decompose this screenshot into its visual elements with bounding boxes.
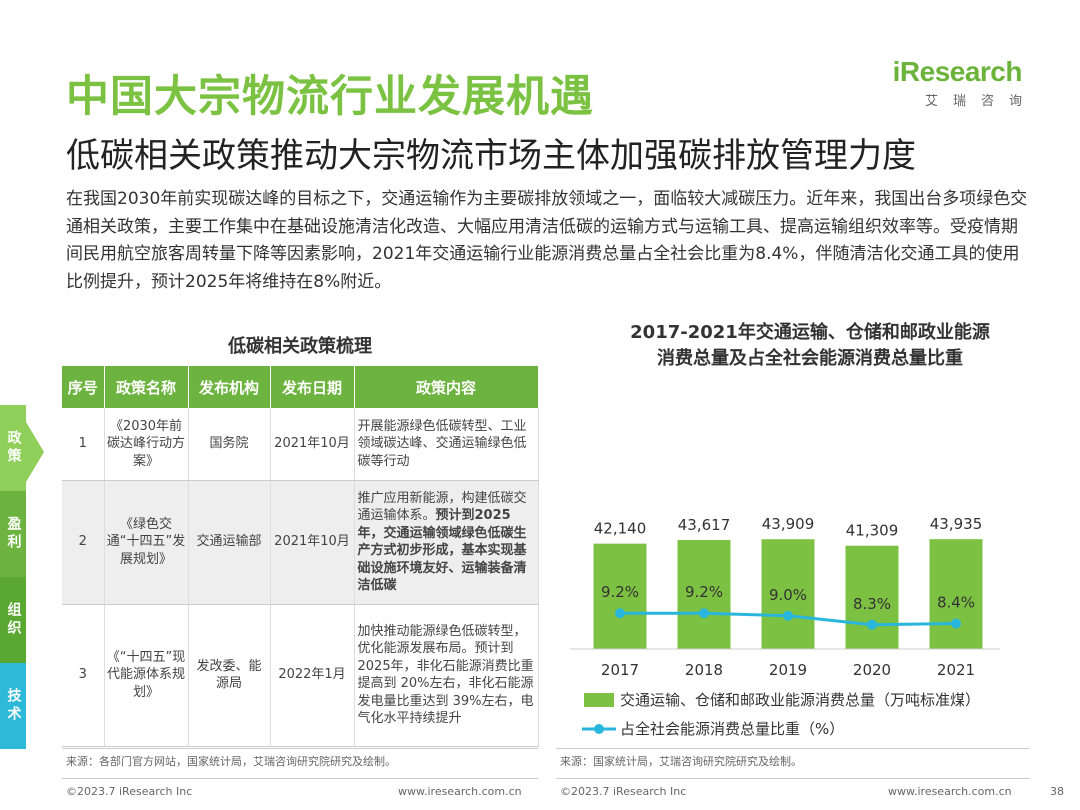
bar-2020: [845, 545, 899, 649]
row-content: 开展能源绿色低碳转型、工业领域碳达峰、交通运输绿色低碳等行动: [354, 408, 539, 481]
bar-label-2019: 43,909: [762, 515, 815, 533]
table-source: 来源：各部门官方网站，国家统计局，艾瑞咨询研究院研究及绘制。: [66, 755, 396, 768]
x-tick-2019: 2019: [769, 661, 807, 679]
policy-table-header: 序号 政策名称 发布机构 发布日期 政策内容: [62, 366, 539, 408]
share-point-2018: [699, 608, 709, 619]
row-policy-name: 《2030年前碳达峰行动方案》: [104, 408, 189, 481]
row-number: 2: [62, 480, 105, 605]
footer-copyright-right: ©2023.7 iResearch Inc: [560, 785, 687, 798]
sidebar-tab-label: 组织: [5, 602, 22, 638]
header-issuer: 发布机构: [188, 366, 271, 408]
row-content-text: 开展能源绿色低碳转型、工业领域碳达峰、交通运输绿色低碳等行动: [357, 418, 527, 469]
footer-url-right[interactable]: www.iresearch.com.cn: [888, 785, 1012, 798]
sidebar-tab-technology[interactable]: 技术: [0, 663, 26, 749]
footer-copyright-left: ©2023.7 iResearch Inc: [66, 785, 193, 798]
sidebar-tab-label: 盈利: [5, 516, 22, 552]
page-number: 38: [1050, 785, 1064, 798]
sidebar-tab-organization[interactable]: 组织: [0, 577, 26, 663]
legend-bar-swatch: [584, 693, 614, 707]
policy-table: 序号 政策名称 发布机构 发布日期 政策内容 1 《2030年前碳达峰行动方案》…: [62, 366, 539, 747]
share-label-2017: 9.2%: [601, 583, 639, 601]
row-content-text: 加快推动能源绿色低碳转型，优化能源发展布局。预计到 2025年，非化石能源消费比…: [357, 623, 534, 727]
row-number: 1: [62, 408, 105, 481]
policy-table-title: 低碳相关政策梳理: [228, 336, 372, 357]
table-row: 2 《绿色交通“十四五”发展规划》 交通运输部 2021年10月 推广应用新能源…: [62, 480, 539, 605]
divider-right: [556, 748, 1030, 749]
row-content: 推广应用新能源，构建低碳交通运输体系。预计到2025年，交通运输领域绿色低碳生产…: [354, 480, 539, 605]
legend-line-marker: [594, 724, 604, 734]
sidebar-tab-label: 政策: [5, 430, 22, 466]
share-label-2018: 9.2%: [685, 583, 723, 601]
row-content-text: 推广应用新能源，构建低碳交通运输体系。: [357, 490, 527, 524]
table-row: 3 《“十四五”现代能源体系规划》 发改委、能源局 2022年1月 加快推动能源…: [62, 604, 539, 747]
header-content: 政策内容: [354, 366, 539, 408]
share-label-2020: 8.3%: [853, 595, 891, 613]
x-tick-2020: 2020: [853, 661, 891, 679]
bar-label-2018: 43,617: [678, 516, 731, 534]
row-date: 2021年10月: [270, 408, 355, 481]
bar-label-2021: 43,935: [930, 515, 983, 533]
chart-title-line-2: 消费总量及占全社会能源消费总量比重: [657, 348, 963, 369]
share-label-2019: 9.0%: [769, 586, 807, 604]
divider-left: [62, 748, 538, 749]
share-label-2021: 8.4%: [937, 593, 975, 611]
chart-title: 2017-2021年交通运输、仓储和邮政业能源 消费总量及占全社会能源消费总量比…: [560, 320, 1060, 372]
bar-2018: [677, 539, 731, 649]
share-point-2021: [951, 618, 961, 629]
chart-title-line-1: 2017-2021年交通运输、仓储和邮政业能源: [630, 322, 990, 343]
bar-2021: [929, 539, 983, 649]
table-row: 1 《2030年前碳达峰行动方案》 国务院 2021年10月 开展能源绿色低碳转…: [62, 408, 539, 481]
logo-wordmark: iResearch: [892, 56, 1023, 87]
chart-source: 来源：国家统计局，艾瑞咨询研究院研究及绘制。: [560, 755, 802, 768]
bar-label-2020: 41,309: [846, 522, 899, 540]
share-point-2017: [615, 608, 625, 619]
row-content: 加快推动能源绿色低碳转型，优化能源发展布局。预计到 2025年，非化石能源消费比…: [354, 604, 539, 747]
bar-label-2017: 42,140: [594, 520, 647, 538]
active-tab-arrow-icon: [26, 422, 44, 482]
sidebar-tab-policy[interactable]: 政策: [0, 405, 26, 491]
row-issuer: 交通运输部: [188, 480, 271, 605]
header-policy-name: 政策名称: [104, 366, 189, 408]
footer-divider-right: [556, 778, 1030, 779]
energy-consumption-chart: 42,140 2017 43,617 2018 43,909 2019 41,309 2020…: [570, 515, 1000, 738]
iresearch-logo: iResearch 艾瑞咨询: [892, 56, 1023, 109]
sidebar-tab-label: 技术: [5, 688, 22, 724]
header-number: 序号: [62, 366, 105, 408]
row-issuer: 发改委、能源局: [188, 604, 271, 747]
bar-2017: [593, 543, 647, 649]
legend-line-label: 占全社会能源消费总量比重（%）: [620, 720, 844, 738]
row-policy-name: 《“十四五”现代能源体系规划》: [104, 604, 189, 747]
sidebar-tab-profit[interactable]: 盈利: [0, 491, 26, 577]
intro-paragraph: 在我国2030年前实现碳达峰的目标之下，交通运输作为主要碳排放领域之一，面临较大…: [66, 189, 1028, 292]
row-content-bold: 预计到2025年，交通运输领域绿色低碳生产方式初步形成，基本实现基础设施环境友好…: [357, 508, 527, 593]
x-tick-2021: 2021: [937, 661, 975, 679]
footer-divider-left: [62, 778, 538, 779]
footer-url-left[interactable]: www.iresearch.com.cn: [398, 785, 522, 798]
page-subtitle: 低碳相关政策推动大宗物流市场主体加强碳排放管理力度: [66, 136, 916, 176]
page-title: 中国大宗物流行业发展机遇: [66, 72, 594, 122]
share-point-2019: [783, 610, 793, 621]
row-issuer: 国务院: [188, 408, 271, 481]
row-number: 3: [62, 604, 105, 747]
x-tick-2017: 2017: [601, 661, 639, 679]
row-date: 2022年1月: [270, 604, 355, 747]
bar-2019: [761, 539, 815, 649]
row-policy-name: 《绿色交通“十四五”发展规划》: [104, 480, 189, 605]
header-date: 发布日期: [270, 366, 355, 408]
logo-chinese: 艾瑞咨询: [924, 94, 1037, 109]
share-point-2020: [867, 619, 877, 630]
section-sidebar: 政策 盈利 组织 技术: [0, 405, 44, 749]
x-tick-2018: 2018: [685, 661, 723, 679]
legend-bar-label: 交通运输、仓储和邮政业能源消费总量（万吨标准煤）: [620, 691, 980, 709]
row-date: 2021年10月: [270, 480, 355, 605]
